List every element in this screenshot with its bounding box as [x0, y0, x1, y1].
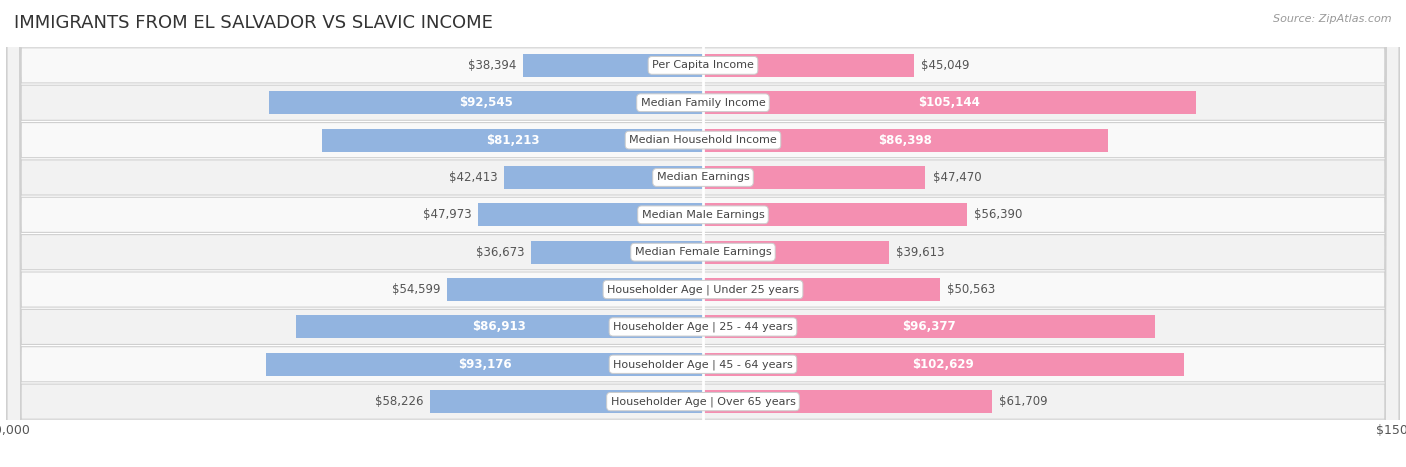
- Text: Per Capita Income: Per Capita Income: [652, 60, 754, 71]
- Text: Source: ZipAtlas.com: Source: ZipAtlas.com: [1274, 14, 1392, 24]
- Bar: [523, 54, 703, 77]
- Text: $58,226: $58,226: [374, 395, 423, 408]
- Bar: [478, 203, 703, 226]
- Text: $38,394: $38,394: [468, 59, 516, 72]
- Bar: [703, 91, 1195, 114]
- Text: Median Household Income: Median Household Income: [628, 135, 778, 145]
- Text: $56,390: $56,390: [974, 208, 1022, 221]
- FancyBboxPatch shape: [7, 0, 1399, 467]
- Text: $47,973: $47,973: [423, 208, 471, 221]
- Text: Householder Age | 45 - 64 years: Householder Age | 45 - 64 years: [613, 359, 793, 369]
- Bar: [703, 278, 941, 301]
- Text: $81,213: $81,213: [486, 134, 540, 147]
- Text: $45,049: $45,049: [921, 59, 970, 72]
- Text: Householder Age | Under 25 years: Householder Age | Under 25 years: [607, 284, 799, 295]
- FancyBboxPatch shape: [7, 0, 1399, 467]
- Text: $42,413: $42,413: [449, 171, 498, 184]
- Bar: [703, 54, 914, 77]
- Text: $93,176: $93,176: [458, 358, 512, 371]
- Text: Median Earnings: Median Earnings: [657, 172, 749, 183]
- Text: $86,398: $86,398: [879, 134, 932, 147]
- FancyBboxPatch shape: [7, 0, 1399, 467]
- Bar: [703, 390, 993, 413]
- Bar: [505, 166, 703, 189]
- Text: $102,629: $102,629: [912, 358, 974, 371]
- Text: $36,673: $36,673: [475, 246, 524, 259]
- Text: $61,709: $61,709: [1000, 395, 1047, 408]
- FancyBboxPatch shape: [7, 0, 1399, 467]
- Text: $47,470: $47,470: [932, 171, 981, 184]
- Bar: [703, 241, 889, 264]
- Text: $54,599: $54,599: [392, 283, 440, 296]
- Text: $86,913: $86,913: [472, 320, 526, 333]
- FancyBboxPatch shape: [7, 0, 1399, 467]
- Bar: [430, 390, 703, 413]
- FancyBboxPatch shape: [7, 0, 1399, 467]
- Text: $50,563: $50,563: [948, 283, 995, 296]
- Bar: [447, 278, 703, 301]
- Text: Householder Age | 25 - 44 years: Householder Age | 25 - 44 years: [613, 322, 793, 332]
- Bar: [703, 166, 925, 189]
- Text: $105,144: $105,144: [918, 96, 980, 109]
- Text: $96,377: $96,377: [903, 320, 956, 333]
- FancyBboxPatch shape: [7, 0, 1399, 467]
- Text: $39,613: $39,613: [896, 246, 945, 259]
- Bar: [266, 353, 703, 376]
- Bar: [295, 315, 703, 339]
- Bar: [703, 315, 1154, 339]
- FancyBboxPatch shape: [7, 0, 1399, 467]
- Text: $92,545: $92,545: [460, 96, 513, 109]
- Text: Median Male Earnings: Median Male Earnings: [641, 210, 765, 220]
- Text: IMMIGRANTS FROM EL SALVADOR VS SLAVIC INCOME: IMMIGRANTS FROM EL SALVADOR VS SLAVIC IN…: [14, 14, 494, 32]
- FancyBboxPatch shape: [7, 0, 1399, 467]
- Bar: [270, 91, 703, 114]
- Bar: [322, 128, 703, 152]
- Bar: [703, 203, 967, 226]
- Text: Median Female Earnings: Median Female Earnings: [634, 247, 772, 257]
- Bar: [703, 353, 1184, 376]
- Bar: [531, 241, 703, 264]
- Text: Householder Age | Over 65 years: Householder Age | Over 65 years: [610, 396, 796, 407]
- FancyBboxPatch shape: [7, 0, 1399, 467]
- Text: Median Family Income: Median Family Income: [641, 98, 765, 108]
- Bar: [703, 128, 1108, 152]
